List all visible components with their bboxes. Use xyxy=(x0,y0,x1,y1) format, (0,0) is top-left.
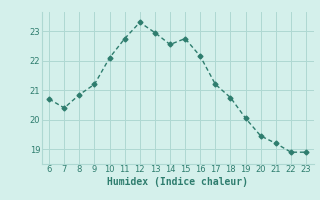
X-axis label: Humidex (Indice chaleur): Humidex (Indice chaleur) xyxy=(107,177,248,187)
